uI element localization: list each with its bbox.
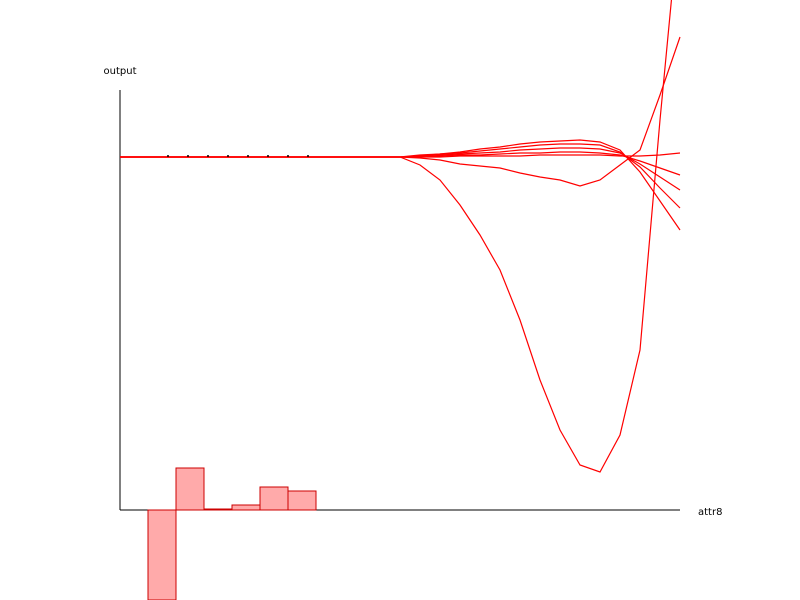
line-series bbox=[120, 0, 673, 473]
plot-area bbox=[120, 0, 681, 600]
histogram-bar bbox=[287, 490, 317, 511]
line-series bbox=[120, 143, 681, 209]
point bbox=[187, 155, 189, 157]
point bbox=[287, 155, 289, 157]
histogram-bar bbox=[147, 509, 177, 600]
line-series bbox=[120, 139, 681, 231]
x-axis-label: attr8 bbox=[698, 507, 722, 518]
line-series bbox=[120, 152, 681, 158]
point bbox=[267, 155, 269, 157]
point bbox=[247, 155, 249, 157]
histogram-bar bbox=[175, 467, 205, 511]
y-axis-label: output bbox=[104, 66, 137, 77]
point bbox=[227, 155, 229, 157]
point bbox=[307, 155, 309, 157]
point bbox=[207, 155, 209, 157]
histogram-bar bbox=[203, 508, 233, 511]
histogram-bar bbox=[259, 486, 289, 511]
line-series bbox=[120, 36, 681, 187]
point bbox=[167, 155, 169, 157]
histogram-bar bbox=[231, 504, 261, 511]
line-series bbox=[120, 147, 681, 191]
